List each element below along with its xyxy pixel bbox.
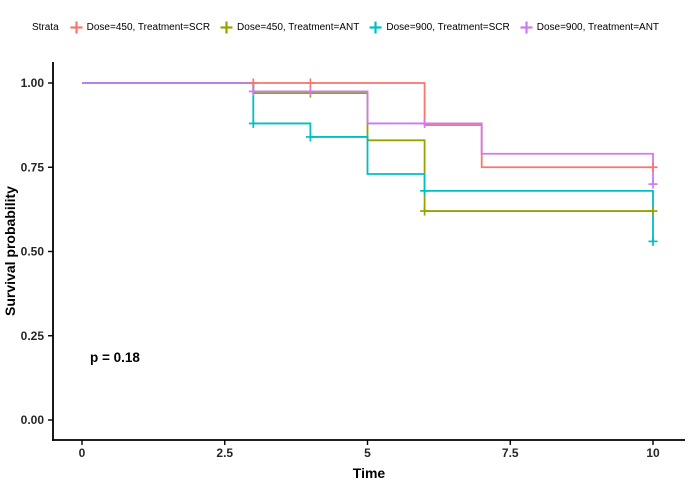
x-tick-label: 5: [364, 446, 371, 460]
x-tick-label: 7.5: [502, 446, 519, 460]
legend-item-dose900-ant: Dose=900, Treatment=ANT: [519, 20, 659, 35]
y-axis-title: Survival probability: [2, 186, 18, 316]
y-tick-label: 0.50: [21, 245, 45, 259]
plus-key-icon: [220, 21, 233, 33]
x-tick-label: 2.5: [216, 446, 233, 460]
legend-item-label: Dose=450, Treatment=SCR: [86, 21, 211, 33]
x-tick-label: 10: [646, 446, 660, 460]
legend-item-dose900-scr: Dose=900, Treatment=SCR: [368, 20, 510, 35]
legend-item-label: Dose=900, Treatment=SCR: [386, 21, 510, 33]
legend-item-dose450-ant: Dose=450, Treatment=ANT: [219, 20, 359, 35]
y-tick-label: 0.75: [21, 160, 45, 174]
x-axis-title: Time: [353, 465, 386, 481]
p-value-label: p = 0.18: [90, 350, 140, 365]
legend-item-label: Dose=900, Treatment=ANT: [536, 21, 660, 33]
legend: Strata Dose=450, Treatment=SCR Dose=450,…: [0, 16, 691, 38]
survival-curve-2: [82, 82, 654, 242]
legend-item-dose450-scr: Dose=450, Treatment=SCR: [69, 20, 210, 35]
y-tick-label: 1.00: [21, 76, 45, 90]
legend-item-label: Dose=450, Treatment=ANT: [237, 21, 360, 33]
x-tick-label: 0: [79, 446, 86, 460]
legend-title: Strata: [31, 21, 59, 33]
y-tick-label: 0.25: [21, 329, 45, 343]
survival-curve-0: [82, 82, 653, 169]
plus-key-icon: [369, 21, 382, 33]
plus-key-icon: [520, 21, 533, 33]
y-tick-label: 0.00: [21, 413, 45, 427]
plus-key-icon: [70, 21, 83, 33]
